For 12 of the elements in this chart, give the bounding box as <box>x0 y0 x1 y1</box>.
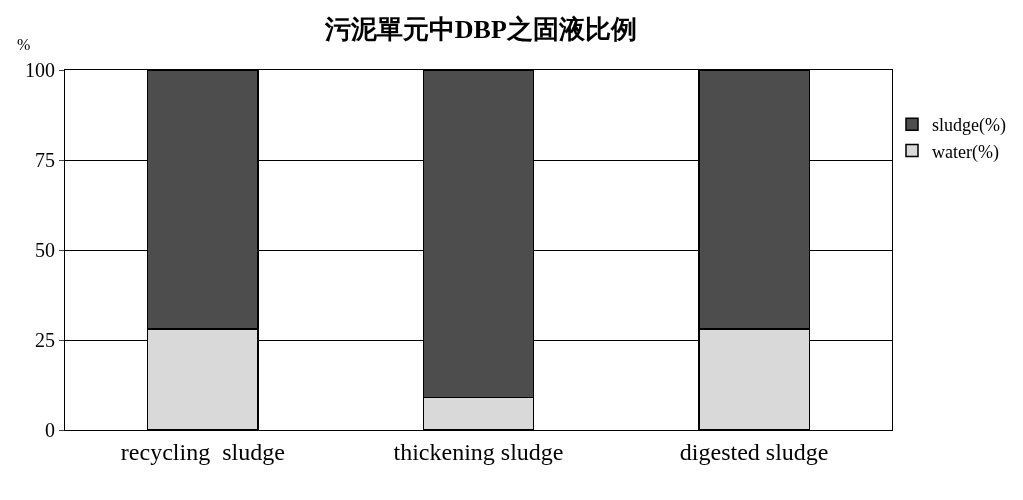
y-tick-label: 75 <box>35 149 55 171</box>
x-tick-label: recycling sludge <box>120 438 285 465</box>
y-axis-title: % <box>17 36 31 53</box>
y-tick-label: 100 <box>25 59 55 81</box>
x-tick-label: digested sludge <box>679 438 829 465</box>
legend-label: sludge(%) <box>932 115 1006 137</box>
legend-label: water(%) <box>932 141 999 163</box>
x-tick-label: thickening sludge <box>393 438 564 465</box>
y-tick-label: 0 <box>45 419 55 441</box>
y-tick-label: 25 <box>35 329 55 351</box>
y-tick-label: 50 <box>35 239 55 261</box>
chart-title: 污泥單元中DBP之固液比例 <box>323 15 637 45</box>
